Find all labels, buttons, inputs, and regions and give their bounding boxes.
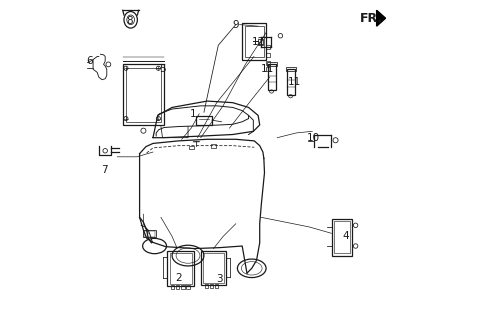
Text: 11: 11 xyxy=(288,77,302,87)
Text: 6: 6 xyxy=(86,56,93,66)
Text: 12: 12 xyxy=(251,37,265,47)
Bar xyxy=(245,26,263,57)
Bar xyxy=(258,39,262,45)
Text: 4: 4 xyxy=(342,231,349,242)
Text: 3: 3 xyxy=(217,275,223,284)
Bar xyxy=(266,45,270,49)
Text: 9: 9 xyxy=(232,20,239,29)
Text: 10: 10 xyxy=(307,133,320,143)
Bar xyxy=(215,284,218,288)
Text: 5: 5 xyxy=(159,64,166,74)
Text: 7: 7 xyxy=(101,164,108,174)
Bar xyxy=(210,284,213,288)
Bar xyxy=(171,285,174,289)
Bar xyxy=(266,61,270,65)
Polygon shape xyxy=(377,10,386,26)
Bar xyxy=(143,230,155,237)
Bar xyxy=(268,64,276,90)
Bar xyxy=(144,231,155,237)
Bar xyxy=(167,251,195,286)
Bar xyxy=(266,53,270,57)
Bar xyxy=(287,69,295,95)
Bar xyxy=(334,221,349,253)
Bar xyxy=(186,285,190,289)
Bar xyxy=(211,144,216,148)
Bar xyxy=(181,285,185,289)
Bar xyxy=(242,23,266,60)
Bar xyxy=(189,146,194,149)
Bar xyxy=(266,67,270,71)
Bar xyxy=(196,116,212,125)
Text: 1: 1 xyxy=(189,109,196,119)
Bar xyxy=(123,64,164,125)
Bar xyxy=(201,252,226,285)
Text: 11: 11 xyxy=(261,64,274,74)
Bar xyxy=(170,253,192,284)
Text: FR.: FR. xyxy=(359,12,382,25)
Bar xyxy=(205,284,208,288)
Text: 2: 2 xyxy=(175,273,182,283)
Bar xyxy=(286,67,296,71)
Bar xyxy=(176,285,179,289)
Bar xyxy=(332,219,352,256)
Text: 8: 8 xyxy=(126,16,132,27)
Bar xyxy=(203,253,224,283)
Bar xyxy=(126,68,161,122)
Bar xyxy=(267,62,277,66)
